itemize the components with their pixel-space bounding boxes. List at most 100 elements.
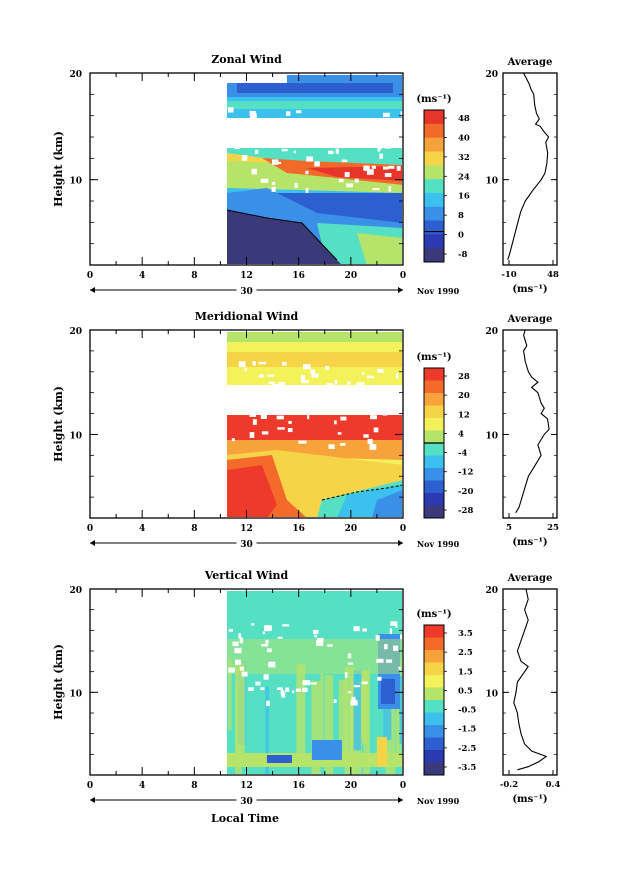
- meridional-colorbar-swatch: [424, 368, 444, 381]
- missing-data: [252, 361, 256, 366]
- missing-data: [324, 365, 330, 370]
- meridional-xtick-label: 4: [139, 524, 145, 534]
- field-streak: [399, 675, 402, 744]
- missing-data: [338, 131, 343, 136]
- missing-data: [260, 687, 265, 691]
- missing-data: [293, 150, 296, 154]
- zonal-colorbar-label: 40: [458, 133, 470, 143]
- vertical-profile-frame: [502, 588, 558, 776]
- vertical-profile-ytick-label: 10: [485, 689, 498, 699]
- missing-data: [285, 687, 290, 693]
- field-streak: [361, 671, 368, 740]
- vertical-colorbar-label: 0.5: [458, 686, 473, 696]
- meridional-colorbar-label: -4: [458, 449, 468, 459]
- meridional-date-bg: [236, 538, 257, 548]
- vertical-colorbar-label: -2.5: [458, 744, 476, 754]
- zonal-ytick-label: 10: [69, 177, 82, 187]
- missing-data: [300, 374, 306, 381]
- missing-data: [282, 361, 287, 366]
- vertical-colorbar-swatch: [424, 700, 444, 713]
- missing-data: [258, 130, 262, 134]
- zonal-colorbar-frame: [423, 109, 445, 263]
- missing-data: [310, 369, 315, 375]
- missing-data: [382, 112, 390, 117]
- field-band: [311, 740, 342, 760]
- missing-data: [268, 381, 275, 385]
- missing-data: [339, 443, 346, 446]
- missing-data: [285, 111, 291, 116]
- missing-data: [327, 644, 333, 647]
- missing-data: [353, 626, 360, 632]
- missing-data: [249, 412, 256, 417]
- missing-data: [231, 136, 237, 140]
- vertical-colorbar-label: -1.5: [458, 725, 476, 735]
- vertical-xtick-label: 20: [345, 781, 358, 791]
- missing-data: [271, 186, 276, 192]
- vertical-xtick-label: 0: [400, 781, 406, 791]
- field-band: [226, 332, 402, 342]
- missing-data: [238, 361, 246, 368]
- missing-data: [261, 643, 269, 647]
- missing-data: [303, 364, 311, 370]
- missing-data: [356, 382, 365, 388]
- missing-data: [337, 432, 342, 435]
- missing-data: [291, 123, 295, 126]
- vertical-field: [226, 591, 402, 774]
- zonal-date-arrow-right: [398, 287, 403, 293]
- meridional-title: Meridional Wind: [195, 310, 299, 323]
- missing-data: [333, 420, 337, 425]
- missing-data: [248, 687, 254, 691]
- missing-data: [346, 137, 353, 143]
- missing-data: [326, 382, 333, 389]
- zonal-profile-line: [507, 72, 550, 260]
- vertical-colorbar-swatch: [424, 687, 444, 701]
- field-band: [236, 83, 393, 93]
- missing-data: [241, 154, 248, 161]
- missing-data: [370, 415, 377, 420]
- zonal-ylabel: Height (km): [52, 131, 65, 207]
- missing-data: [373, 427, 379, 433]
- missing-data: [281, 692, 286, 698]
- meridional-colorbar-swatch: [424, 405, 444, 419]
- missing-data: [277, 161, 282, 165]
- missing-data: [398, 666, 401, 670]
- zonal-colorbar-label: 24: [458, 172, 470, 182]
- missing-data: [384, 173, 392, 177]
- zonal-colorbar-swatch: [424, 192, 444, 208]
- missing-data: [328, 444, 335, 449]
- zonal-date-marker: 30: [240, 287, 253, 297]
- meridional-colorbar-swatch: [424, 430, 444, 444]
- zonal-profile-frame: [502, 72, 558, 266]
- meridional-colorbar-label: 4: [458, 429, 464, 439]
- missing-data: [295, 110, 302, 114]
- missing-data: [307, 413, 310, 420]
- missing-data: [316, 640, 324, 646]
- field-band: [306, 166, 402, 181]
- missing-data: [277, 687, 283, 691]
- vertical-colorbar-label: -3.5: [458, 763, 476, 773]
- missing-data: [251, 623, 255, 626]
- missing-data: [302, 687, 308, 692]
- missing-data: [366, 169, 374, 175]
- missing-data: [395, 373, 399, 379]
- field-band: [356, 233, 402, 264]
- missing-data: [228, 667, 235, 673]
- vertical-profile-line: [513, 588, 548, 771]
- zonal-colorbar-label: 16: [458, 192, 470, 202]
- field-streak: [338, 679, 348, 767]
- field-band: [372, 490, 402, 517]
- meridional-xtick-label: 8: [191, 524, 197, 534]
- field-band: [226, 210, 341, 264]
- missing-data: [386, 392, 393, 397]
- missing-data: [363, 165, 370, 171]
- missing-data: [369, 140, 376, 144]
- missing-data: [313, 388, 317, 392]
- missing-data: [334, 379, 338, 385]
- missing-data: [375, 634, 380, 641]
- missing-data: [261, 431, 269, 435]
- missing-data: [363, 434, 369, 438]
- missing-data: [384, 644, 388, 650]
- missing-data: [347, 381, 351, 385]
- missing-data: [313, 629, 319, 635]
- missing-data: [347, 662, 353, 665]
